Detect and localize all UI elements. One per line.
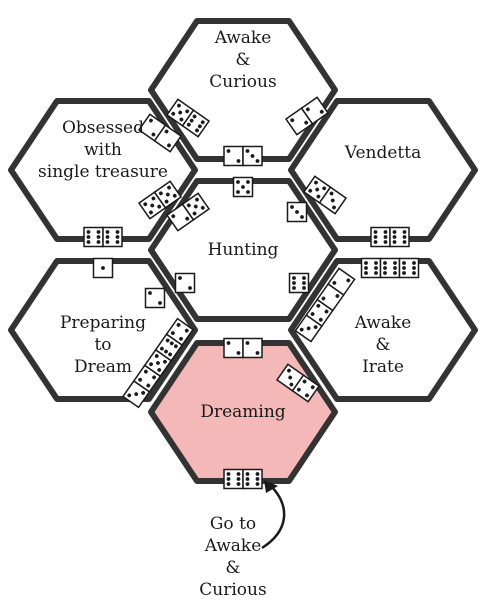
die-preparing-top <box>92 257 114 279</box>
die-face <box>370 226 391 248</box>
curved-arrow-icon <box>261 484 286 550</box>
die-pair-curious-obsessed-a <box>137 113 183 153</box>
arrow-head-icon <box>264 480 278 493</box>
die-pair-curious-hunting <box>223 145 263 167</box>
die-face <box>153 124 183 153</box>
die-face <box>398 257 420 279</box>
die-face <box>102 226 123 248</box>
die-pair-vendetta-hunting-a <box>302 175 348 215</box>
die-face <box>288 272 310 294</box>
hex-cell-hunting <box>148 178 338 322</box>
die-face <box>360 257 382 279</box>
die-face <box>291 374 321 403</box>
die-face <box>83 226 104 248</box>
die-face <box>242 337 263 359</box>
die-pair-dreaming-irate <box>275 363 321 403</box>
die-face <box>232 176 254 198</box>
die-face <box>174 272 196 294</box>
die-pair-hunting-dreaming <box>223 337 263 359</box>
die-face <box>181 192 211 221</box>
die-pair-vendetta-irate <box>370 226 410 248</box>
hex-cell-vendetta <box>288 98 478 242</box>
die-hunting-top <box>232 176 254 198</box>
die-stack-hunting-irate <box>294 267 356 343</box>
die-face <box>242 145 263 167</box>
die-hunting-right-b <box>288 272 310 294</box>
die-pair-dreaming-bottom <box>223 468 263 490</box>
die-face <box>379 257 401 279</box>
die-face <box>223 468 244 490</box>
die-pair-curious-obsessed-b <box>165 98 211 138</box>
hex-cell-obsessed <box>8 98 198 242</box>
die-face <box>223 337 244 359</box>
die-pair-curious-vendetta <box>284 96 330 136</box>
die-face <box>389 226 410 248</box>
die-face <box>181 109 211 138</box>
die-stack-preparing-dreaming <box>121 317 195 409</box>
die-face <box>242 468 263 490</box>
die-hunting-left-b <box>174 272 196 294</box>
die-hunting-left-a <box>144 287 166 309</box>
die-face <box>327 267 356 296</box>
die-pair-obsessed-hunting-b <box>165 192 211 232</box>
transition-note: Go to Awake & Curious <box>199 514 267 600</box>
die-face <box>165 317 195 347</box>
die-face <box>223 145 244 167</box>
die-hunting-right <box>286 201 308 223</box>
die-face <box>92 257 114 279</box>
die-face <box>300 96 330 125</box>
hex-cell-preparing-to-dream <box>8 258 198 402</box>
die-face <box>144 287 166 309</box>
die-face <box>286 201 308 223</box>
die-pair-obsessed-hunting-a <box>137 180 183 220</box>
die-face <box>153 180 183 209</box>
die-pair-irate-top <box>360 257 420 279</box>
hex-cell-dreaming <box>148 340 338 484</box>
die-pair-obsessed-preparing <box>83 226 123 248</box>
die-face <box>318 186 348 215</box>
